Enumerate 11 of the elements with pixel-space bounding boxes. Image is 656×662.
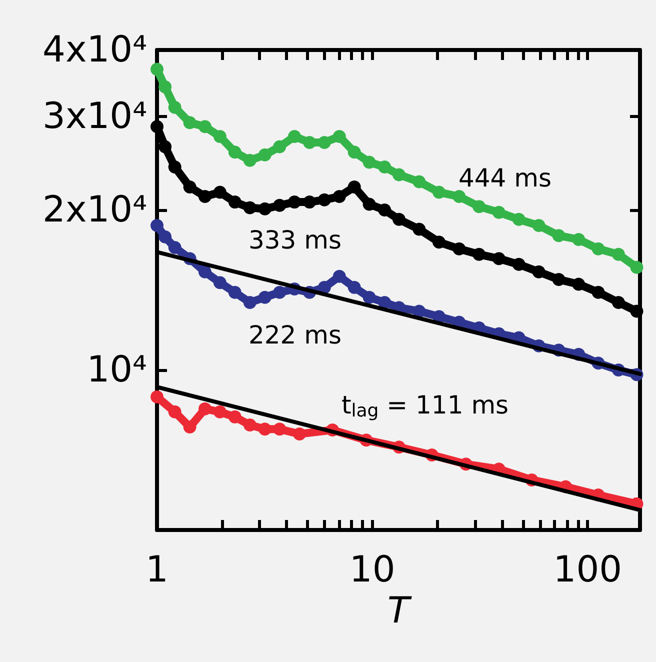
y-tick-label: 4x10⁴: [42, 30, 147, 70]
x-tick-label: 10: [349, 550, 396, 590]
annotation: 333 ms: [248, 226, 342, 254]
annotation: 444 ms: [458, 164, 552, 192]
x-axis-title: T: [388, 590, 412, 632]
x-tick-label: 1: [146, 550, 168, 590]
y-tick-label: 10⁴: [86, 350, 147, 390]
x-tick-label: 100: [553, 550, 622, 590]
annotation: 222 ms: [248, 320, 342, 350]
y-tick-label: 2x10⁴: [42, 190, 147, 230]
y-tick-label: 3x10⁴: [42, 96, 147, 137]
